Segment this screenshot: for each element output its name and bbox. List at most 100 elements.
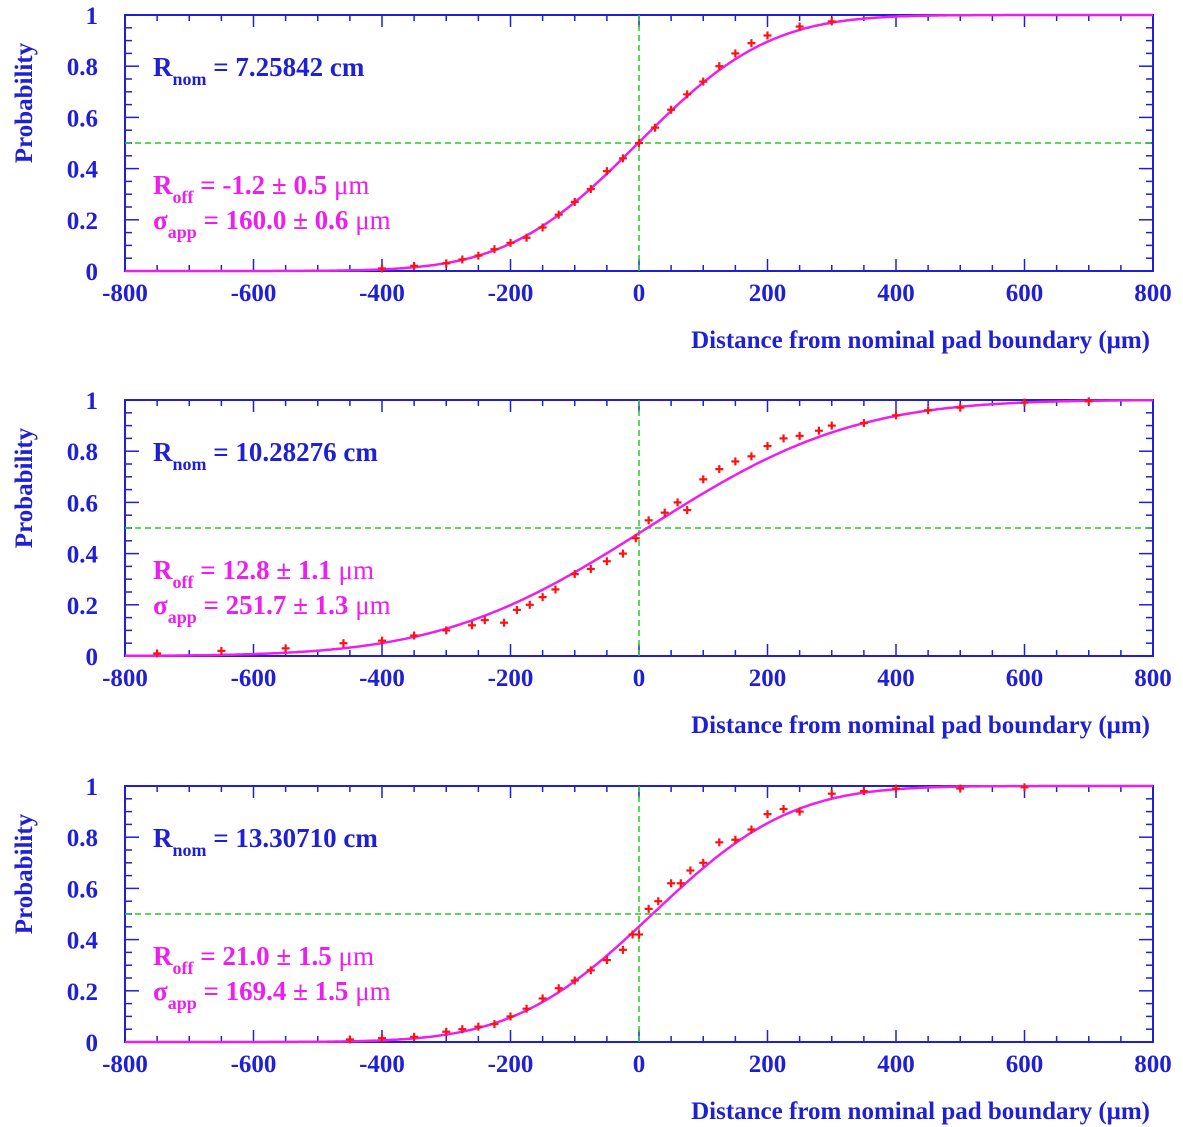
x-tick-label: -400 <box>359 665 405 692</box>
data-point <box>410 631 419 640</box>
x-axis-label-unit: μm <box>1107 1098 1142 1125</box>
x-axis-label-close: ) <box>1142 1098 1150 1125</box>
annotation-r-nom-subscript: nom <box>173 454 207 474</box>
y-axis-label: Probability <box>11 427 38 548</box>
x-tick-label: -600 <box>231 665 277 692</box>
x-axis-label: Distance from nominal pad boundary (μm) <box>691 1098 1150 1125</box>
data-point <box>602 956 611 965</box>
data-point <box>512 605 521 614</box>
data-point <box>924 406 933 415</box>
data-point <box>442 626 451 635</box>
x-tick-label: -800 <box>102 665 148 692</box>
annotation-sigma-app-unit: μm <box>355 590 390 620</box>
data-point <box>538 223 547 232</box>
data-point <box>779 805 788 814</box>
annotation-sigma-app-value: = 160.0 ± 0.6 <box>197 205 355 235</box>
data-point <box>538 593 547 602</box>
y-tick-label: 0.6 <box>67 876 98 903</box>
y-tick-label: 1 <box>86 3 99 30</box>
y-axis-label: Probability <box>11 813 38 934</box>
data-point <box>1020 398 1029 407</box>
data-point <box>1084 397 1093 406</box>
data-point <box>779 434 788 443</box>
annotation-sigma-app: σapp = 160.0 ± 0.6 μm <box>153 205 391 242</box>
x-axis-label-unit: μm <box>1107 712 1142 739</box>
x-axis-label-text: Distance from nominal pad boundary ( <box>691 1098 1107 1125</box>
data-point <box>586 966 595 975</box>
x-tick-label: -400 <box>359 280 405 307</box>
annotation-r-nom-value: = 7.25842 cm <box>207 52 365 82</box>
chart-panel-1: 0 0.2 0.4 0.6 0.8 1 -800 -600 -400 -200 0 200 400 600… <box>11 3 1172 354</box>
y-tick-label: 0.4 <box>67 928 99 955</box>
data-point <box>339 639 348 648</box>
x-tick-label: 0 <box>633 1051 646 1078</box>
data-point <box>490 1020 499 1029</box>
data-point <box>474 251 483 260</box>
data-point <box>795 431 804 440</box>
annotation-sigma-app-subscript: app <box>168 993 197 1013</box>
data-point <box>747 825 756 834</box>
annotation-sigma-app: σapp = 169.4 ± 1.5 μm <box>153 976 391 1013</box>
data-point <box>618 549 627 558</box>
y-tick-label: 0.4 <box>67 542 99 569</box>
x-axis-label: Distance from nominal pad boundary (μm) <box>691 712 1150 739</box>
annotation-r-nom: Rnom = 7.25842 cm <box>153 52 365 89</box>
annotation-sigma-app-value: = 169.4 ± 1.5 <box>197 976 355 1006</box>
y-tick-label: 0.6 <box>67 490 98 517</box>
data-point <box>480 616 489 625</box>
x-tick-label: -800 <box>102 280 148 307</box>
data-point <box>345 1035 354 1044</box>
data-point <box>827 789 836 798</box>
data-point <box>410 1032 419 1041</box>
data-point <box>686 866 695 875</box>
data-point <box>667 105 676 114</box>
y-tick-label: 1 <box>86 774 99 801</box>
y-tick-label: 1 <box>86 388 99 415</box>
data-point <box>635 139 643 147</box>
data-point <box>458 1025 467 1034</box>
x-axis-label-close: ) <box>1142 712 1150 739</box>
annotation-r-off-subscript: off <box>173 958 195 978</box>
annotation-sigma-app-unit: μm <box>355 205 390 235</box>
data-point <box>763 442 772 451</box>
data-point <box>378 264 386 273</box>
annotation-r-nom-subscript: nom <box>173 69 207 89</box>
data-point <box>715 838 724 847</box>
fit-curve <box>125 398 1153 658</box>
data-point <box>795 807 804 816</box>
chart-panel-3: 0 0.2 0.4 0.6 0.8 1 -800 -600 -400 -200 0 200 400 600… <box>11 774 1172 1125</box>
fit-curve <box>125 784 1153 1044</box>
annotation-sigma-app-symbol: σ <box>153 590 168 620</box>
x-tick-label: 200 <box>749 665 787 692</box>
annotation-r-nom-value: = 10.28276 cm <box>207 437 379 467</box>
y-tick-label: 0 <box>86 259 99 286</box>
x-axis-label-close: ) <box>1142 327 1150 354</box>
annotation-r-off-value: = 12.8 ± 1.1 <box>194 555 339 585</box>
data-point <box>570 197 579 206</box>
data-point <box>458 255 467 264</box>
y-tick-label: 0.4 <box>67 157 99 184</box>
data-point <box>602 167 611 176</box>
x-tick-label: -800 <box>102 1051 148 1078</box>
x-tick-label: 200 <box>749 1051 787 1078</box>
annotation-r-off-symbol: R <box>153 555 173 585</box>
data-point <box>699 475 708 484</box>
data-point <box>667 879 676 888</box>
data-point <box>827 17 836 26</box>
annotation-r-off-subscript: off <box>173 572 195 592</box>
data-point <box>586 564 595 573</box>
data-point <box>683 90 692 99</box>
annotation-r-nom: Rnom = 13.30710 cm <box>153 823 378 860</box>
data-point <box>676 879 685 888</box>
annotation-r-off: Roff = 21.0 ± 1.5 μm <box>153 941 374 978</box>
annotation-r-nom-value: = 13.30710 cm <box>207 823 379 853</box>
data-point <box>281 644 290 653</box>
annotation-r-nom-subscript: nom <box>173 840 207 860</box>
data-point <box>715 62 724 71</box>
data-point <box>525 600 534 609</box>
annotation-r-off-unit: μm <box>338 555 373 585</box>
data-point <box>506 1012 515 1021</box>
annotation-r-nom-symbol: R <box>153 437 173 467</box>
y-tick-label: 0 <box>86 644 99 671</box>
data-point <box>731 835 740 844</box>
